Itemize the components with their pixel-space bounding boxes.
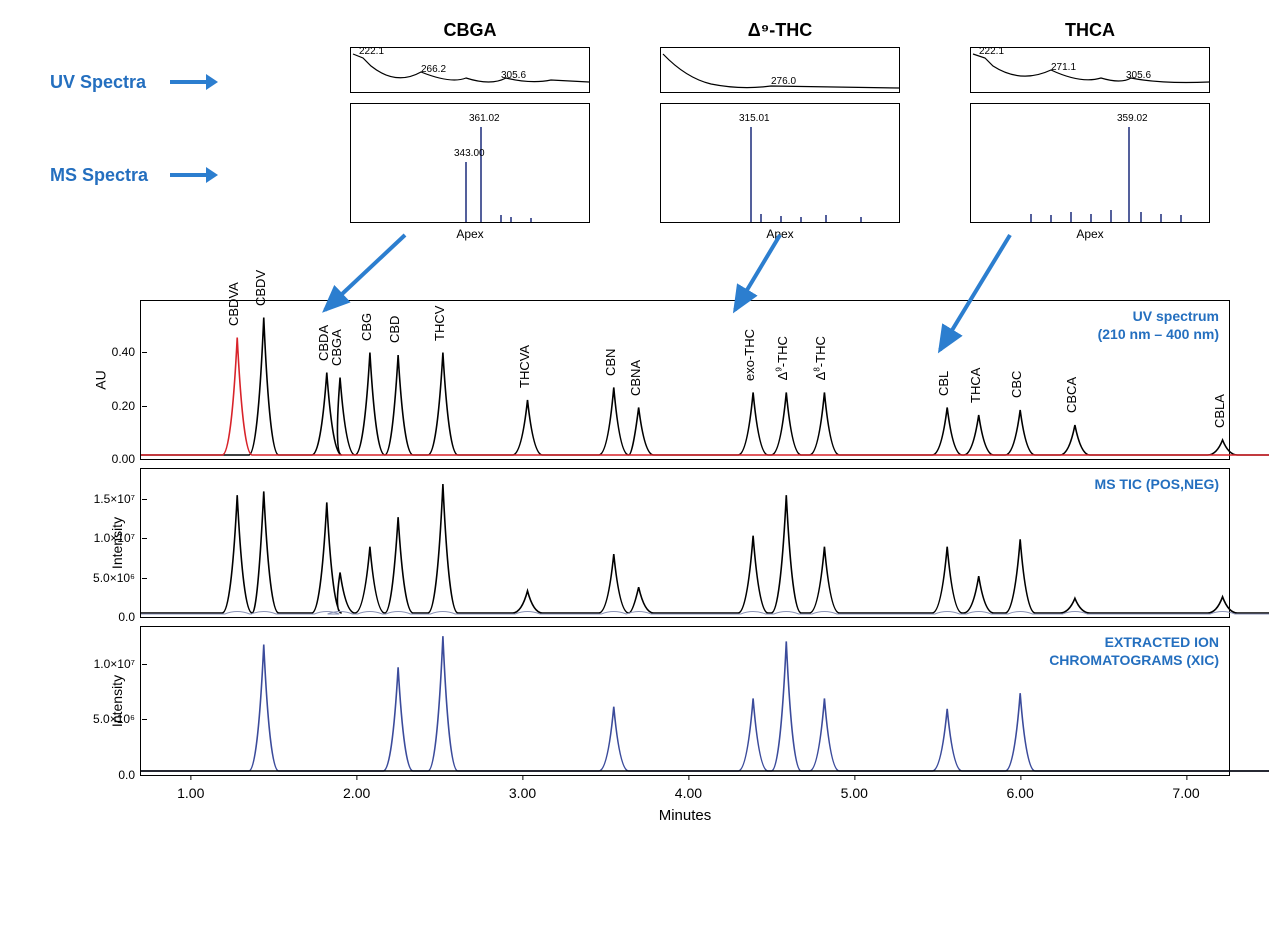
x-tick: 2.00: [343, 775, 370, 801]
ms-peak-label: 343.00: [454, 148, 485, 159]
ms-peak-label: 315.01: [739, 113, 770, 124]
chromatogram-panel-tic: Intensity0.05.0×10⁶1.0×10⁷1.5×10⁷MS TIC …: [140, 468, 1230, 618]
y-tick: 5.0×10⁶: [93, 571, 141, 585]
uv-peak-label: 222.1: [359, 46, 384, 57]
arrow-thca: [920, 230, 1030, 360]
x-tick: 4.00: [675, 775, 702, 801]
uv-peak-label: 266.2: [421, 64, 446, 75]
y-tick: 5.0×10⁶: [93, 712, 141, 726]
spectra-column: THCA222.1271.1305.6359.02Apex: [970, 20, 1210, 241]
y-tick: 0.00: [112, 452, 141, 466]
y-tick: 0.40: [112, 345, 141, 359]
arrow-icon: [170, 173, 208, 177]
ms-peak-label: 361.02: [469, 113, 500, 124]
x-axis-label: Minutes: [659, 807, 712, 824]
y-tick: 0.0: [118, 610, 141, 624]
y-tick: 1.5×10⁷: [94, 492, 141, 506]
uv-peak-label: 222.1: [979, 46, 1004, 57]
ms-spectra-label: MS Spectra: [50, 165, 148, 186]
spectra-thumbnails: UV Spectra MS Spectra CBGA222.1266.2305.…: [140, 20, 1260, 290]
x-tick: 5.00: [841, 775, 868, 801]
uv-spectrum-box: 276.0: [660, 47, 900, 93]
ms-spectrum-box: 359.02: [970, 103, 1210, 223]
column-title: Δ⁹-THC: [660, 20, 900, 41]
x-tick: 6.00: [1007, 775, 1034, 801]
y-tick: 0.20: [112, 399, 141, 413]
chromatogram-trace: [141, 469, 1269, 619]
chromatogram-stack: AU0.000.200.40UV spectrum(210 nm – 400 n…: [20, 300, 1260, 776]
chromatogram-trace: [141, 301, 1269, 461]
y-axis-label: AU: [93, 370, 109, 389]
y-tick: 0.0: [118, 768, 141, 782]
ms-spectrum-box: 315.01: [660, 103, 900, 223]
y-tick: 1.0×10⁷: [94, 531, 141, 545]
x-tick: 7.00: [1172, 775, 1199, 801]
chromatogram-trace: [141, 627, 1269, 777]
uv-peak-label: 276.0: [771, 76, 796, 87]
uv-peak-label: 305.6: [501, 70, 526, 81]
uv-spectra-label: UV Spectra: [50, 72, 146, 93]
x-tick: 3.00: [509, 775, 536, 801]
uv-peak-label: 305.6: [1126, 70, 1151, 81]
ms-peak-label: 359.02: [1117, 113, 1148, 124]
chromatogram-panel-uv: AU0.000.200.40UV spectrum(210 nm – 400 n…: [140, 300, 1230, 460]
y-tick: 1.0×10⁷: [94, 657, 141, 671]
uv-spectrum-box: 222.1 271.1 305.6: [970, 47, 1210, 93]
arrow-d9thc: [715, 230, 805, 320]
column-title: THCA: [970, 20, 1210, 41]
column-title: CBGA: [350, 20, 590, 41]
spectra-column: Δ⁹-THC276.0315.01Apex: [660, 20, 900, 241]
arrow-cbga: [310, 230, 420, 320]
ms-spectrum-box: 361.02 343.00: [350, 103, 590, 223]
spectra-column: CBGA222.1266.2305.6361.02343.00Apex: [350, 20, 590, 241]
uv-spectrum-box: 222.1 266.2 305.6: [350, 47, 590, 93]
arrow-icon: [170, 80, 208, 84]
chromatogram-panel-xic: Intensity0.05.0×10⁶1.0×10⁷EXTRACTED IONC…: [140, 626, 1230, 776]
x-tick: 1.00: [177, 775, 204, 801]
uv-peak-label: 271.1: [1051, 62, 1076, 73]
